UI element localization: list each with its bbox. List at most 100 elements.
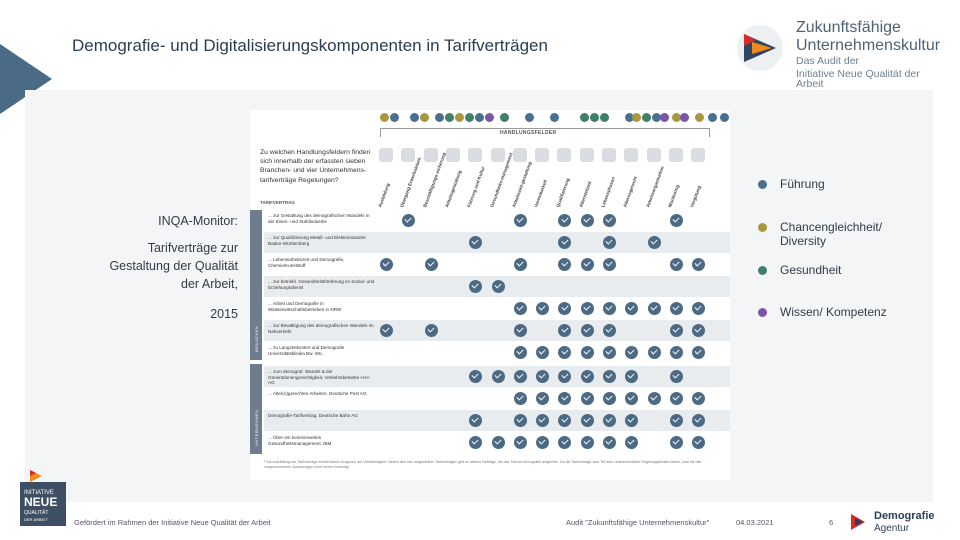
check-icon [580,436,594,449]
check-icon [669,346,683,359]
matrix-footnote: ¹ Die Aufzählung der Tarifverträge erheb… [264,460,702,469]
field-icon [668,148,683,162]
category-dot [652,113,661,122]
check-icon [603,214,616,227]
category-dot [500,113,509,122]
row-label: ... zur Gestaltung des demografischen Wa… [268,213,370,224]
field-icon [445,148,460,162]
check-icon [513,214,527,227]
category-dot [390,113,399,122]
category-dot [380,113,389,122]
check-icon [536,346,550,359]
column-header: Arbeitszeit-gestaltung [511,161,532,208]
check-icon [469,436,483,449]
check-icon [669,414,683,427]
legend-dot [758,180,767,189]
column-header: Gesundheits-management [489,152,513,208]
column-header: Qualifizierung [556,172,571,208]
check-icon [558,370,572,383]
check-icon [625,436,639,449]
column-header: Vereinbarkeit [533,172,548,208]
check-icon [380,258,393,271]
column-header: Arbeitsgestaltung [444,170,462,208]
column-header: Führung und Kultur [466,166,485,208]
check-icon [513,414,527,427]
logo-line-1: Zukunftsfähige [796,19,901,36]
check-icon [692,258,706,271]
fields-header: HANDLUNGSFELDER [500,130,557,136]
legend-dot [758,308,767,317]
column-header-label: Ausbildung [377,182,391,208]
play-logo-icon [737,25,783,71]
category-dot [580,113,589,122]
field-icon [401,148,416,162]
logo-line-4: Initiative Neue Qualität der Arbeit [796,67,920,90]
check-icon [558,258,572,271]
category-dot [485,113,494,122]
check-icon [647,346,661,359]
audit-logo: Zukunftsfähige Unternehmenskultur Das Au… [736,19,946,89]
check-icon [491,436,505,449]
check-icon [669,436,683,449]
category-dot [642,113,651,122]
check-icon [669,258,683,271]
check-icon [491,370,505,383]
table-row: Demografie-Tarifvertrag, Deutsche Bahn A… [264,410,730,431]
table-row: ... zur Gestaltung des demografischen Wa… [264,210,730,231]
check-icon [625,346,639,359]
check-icon [647,236,661,249]
unternehmen-label: UNTERNEHMEN [254,409,259,446]
check-icon [513,302,527,315]
category-dot [410,113,419,122]
category-dot [708,113,717,122]
column-header: Beschäftigungs-sicherung [422,152,447,208]
field-bracket [380,128,710,137]
category-dot [525,113,534,122]
caption-year: 2015 [210,307,238,321]
check-icon [513,346,527,359]
check-icon [491,280,505,293]
table-row: ... Lebensarbeitszeit und Demografie, Ch… [264,254,730,275]
check-icon [580,370,594,383]
check-icon [402,214,416,227]
category-dot [660,113,669,122]
check-icon [469,236,483,249]
column-header-label: Führung und Kultur [466,165,486,208]
check-icon [536,414,550,427]
category-dot [680,113,689,122]
caption-source: INQA-Monitor: [158,214,238,228]
check-icon [603,370,616,383]
column-header: Ausbildung [377,172,392,208]
check-icon [692,392,706,405]
page-number: 6 [829,518,834,527]
column-header: Altersteilzeit [578,172,593,208]
column-header-label: Alternsgerecht [622,175,639,208]
footer-audit: Audit "Zukunftsfähige Unternehmenskultur… [566,518,710,527]
category-dot [672,113,681,122]
check-icon [424,324,438,337]
check-icon [513,258,527,271]
check-icon [669,214,683,227]
field-icon [579,148,594,162]
row-label: ... zur Qualifizierung Metall- und Elekt… [268,235,366,246]
demografie-icon [851,514,865,530]
check-icon [380,324,393,337]
check-icon [692,414,706,427]
check-icon [625,370,639,383]
check-icon [669,392,683,405]
check-icon [669,370,683,383]
check-icon [580,214,594,227]
unternehmen-bar: UNTERNEHMEN [250,364,262,454]
check-icon [469,280,483,293]
check-icon [669,302,683,315]
check-icon [558,236,572,249]
check-icon [558,214,572,227]
check-icon [536,436,550,449]
column-header-label: Qualifizierung [555,177,571,208]
demografie-line-2: Agentur [874,523,910,534]
column-header-label: Arbeitszeit-gestaltung [511,160,533,208]
column-header-label: Vergütung [689,184,702,208]
check-icon [536,302,550,315]
legend-dot [758,223,767,232]
check-icon [580,392,594,405]
